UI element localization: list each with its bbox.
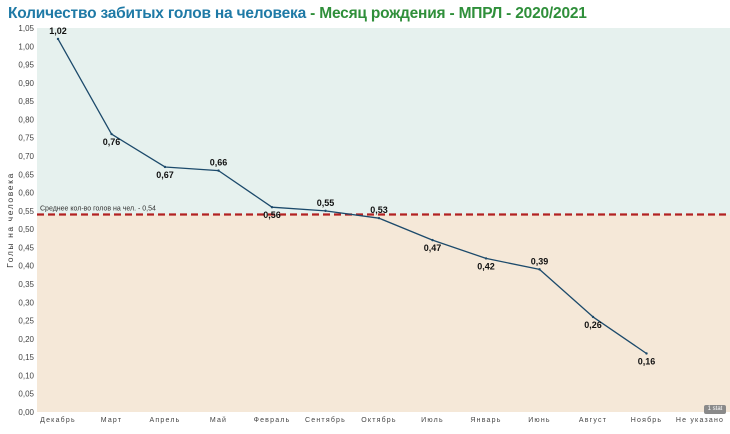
data-point — [56, 37, 60, 41]
y-tick-label: 0,10 — [18, 371, 34, 380]
data-point — [591, 315, 595, 319]
y-tick-label: 0,75 — [18, 134, 34, 143]
y-tick-label: 0,20 — [18, 335, 34, 344]
y-tick-label: 0,45 — [18, 243, 34, 252]
x-tick-label: Май — [210, 416, 227, 424]
y-tick-label: 1,05 — [18, 24, 34, 33]
data-label: 0,66 — [210, 158, 228, 168]
data-point — [645, 352, 648, 355]
x-tick-label: Декабрь — [40, 416, 76, 424]
x-tick-label: Август — [579, 417, 607, 424]
y-tick-label: 0,35 — [18, 280, 34, 289]
data-label: 0,76 — [103, 137, 121, 147]
x-tick-label: Ноябрь — [631, 416, 663, 424]
x-tick-label: Март — [101, 417, 123, 424]
y-tick-label: 0,95 — [18, 61, 34, 70]
y-tick-label: 0,55 — [18, 207, 34, 216]
data-label: 0,26 — [584, 320, 602, 330]
chart-title-main: Количество забитых голов на человека — [8, 5, 307, 22]
y-tick-label: 0,30 — [18, 298, 34, 307]
data-label: 0,42 — [477, 261, 495, 271]
data-label: 0,47 — [424, 243, 442, 253]
data-point — [538, 268, 541, 271]
y-tick-label: 0,65 — [18, 170, 34, 179]
x-tick-label: Январь — [470, 417, 501, 424]
chart-title-league: МПРЛ - 2020/2021 — [458, 5, 587, 22]
y-tick-label: 0,60 — [18, 189, 34, 198]
data-point — [163, 165, 167, 169]
band-above-average — [37, 28, 730, 215]
y-axis-label: Голы на человека — [5, 172, 15, 268]
x-tick-label: Сентябрь — [305, 416, 346, 424]
data-point — [431, 238, 434, 242]
data-labels: 1,02 0,76 0,67 0,66 0,56 0,55 0,53 0,47 0,42 0,39… — [49, 26, 655, 367]
series-line — [57, 38, 647, 355]
data-point — [110, 132, 113, 136]
y-tick-label: 1,00 — [18, 42, 34, 51]
y-tick-label: 0,85 — [18, 97, 34, 106]
chart-title-separator: - — [445, 5, 459, 22]
data-label: 0,55 — [317, 198, 335, 208]
data-label: 0,39 — [531, 256, 549, 266]
y-tick-label: 0,50 — [18, 225, 34, 234]
x-tick-label: Октябрь — [361, 416, 397, 424]
stat-badge: 1 stat — [704, 405, 726, 414]
y-tick-label: 0,15 — [18, 353, 34, 362]
x-axis-ticks: Декабрь Март Апрель Май Февраль Сентябрь Октяб… — [40, 416, 724, 424]
y-tick-label: 0,05 — [18, 390, 34, 399]
data-label: 1,02 — [49, 26, 67, 36]
data-point — [217, 169, 220, 172]
y-tick-label: 0,90 — [18, 79, 34, 88]
y-tick-label: 0,00 — [18, 408, 34, 417]
data-label: 0,53 — [370, 205, 388, 215]
chart-title-month: Месяц рождения — [319, 5, 446, 22]
y-tick-label: 0,40 — [18, 262, 34, 271]
y-axis-ticks: 0,00 0,05 0,10 0,15 0,20 0,25 0,30 0,35 0,40 0,45… — [18, 24, 34, 417]
x-tick-label: Июнь — [528, 417, 551, 424]
data-point — [377, 216, 381, 220]
x-tick-label: Февраль — [254, 417, 291, 424]
chart-title-separator: - — [306, 5, 320, 22]
data-label: 0,56 — [263, 210, 281, 220]
data-point — [270, 206, 274, 209]
average-reference-label: Среднее кол-во голов на чел. - 0,54 — [40, 206, 156, 213]
x-tick-label: Апрель — [150, 417, 181, 424]
data-label: 0,67 — [156, 170, 174, 180]
chart-title: Количество забитых голов на человека - М… — [8, 5, 587, 23]
data-label: 0,16 — [638, 356, 656, 366]
data-point — [324, 209, 327, 213]
y-tick-label: 0,80 — [18, 115, 34, 124]
y-tick-label: 0,25 — [18, 317, 34, 326]
band-below-average — [37, 214, 730, 412]
y-tick-label: 0,70 — [18, 152, 34, 161]
x-tick-label: Не указано — [676, 417, 724, 424]
data-point — [484, 257, 488, 260]
x-tick-label: Июль — [421, 417, 444, 424]
